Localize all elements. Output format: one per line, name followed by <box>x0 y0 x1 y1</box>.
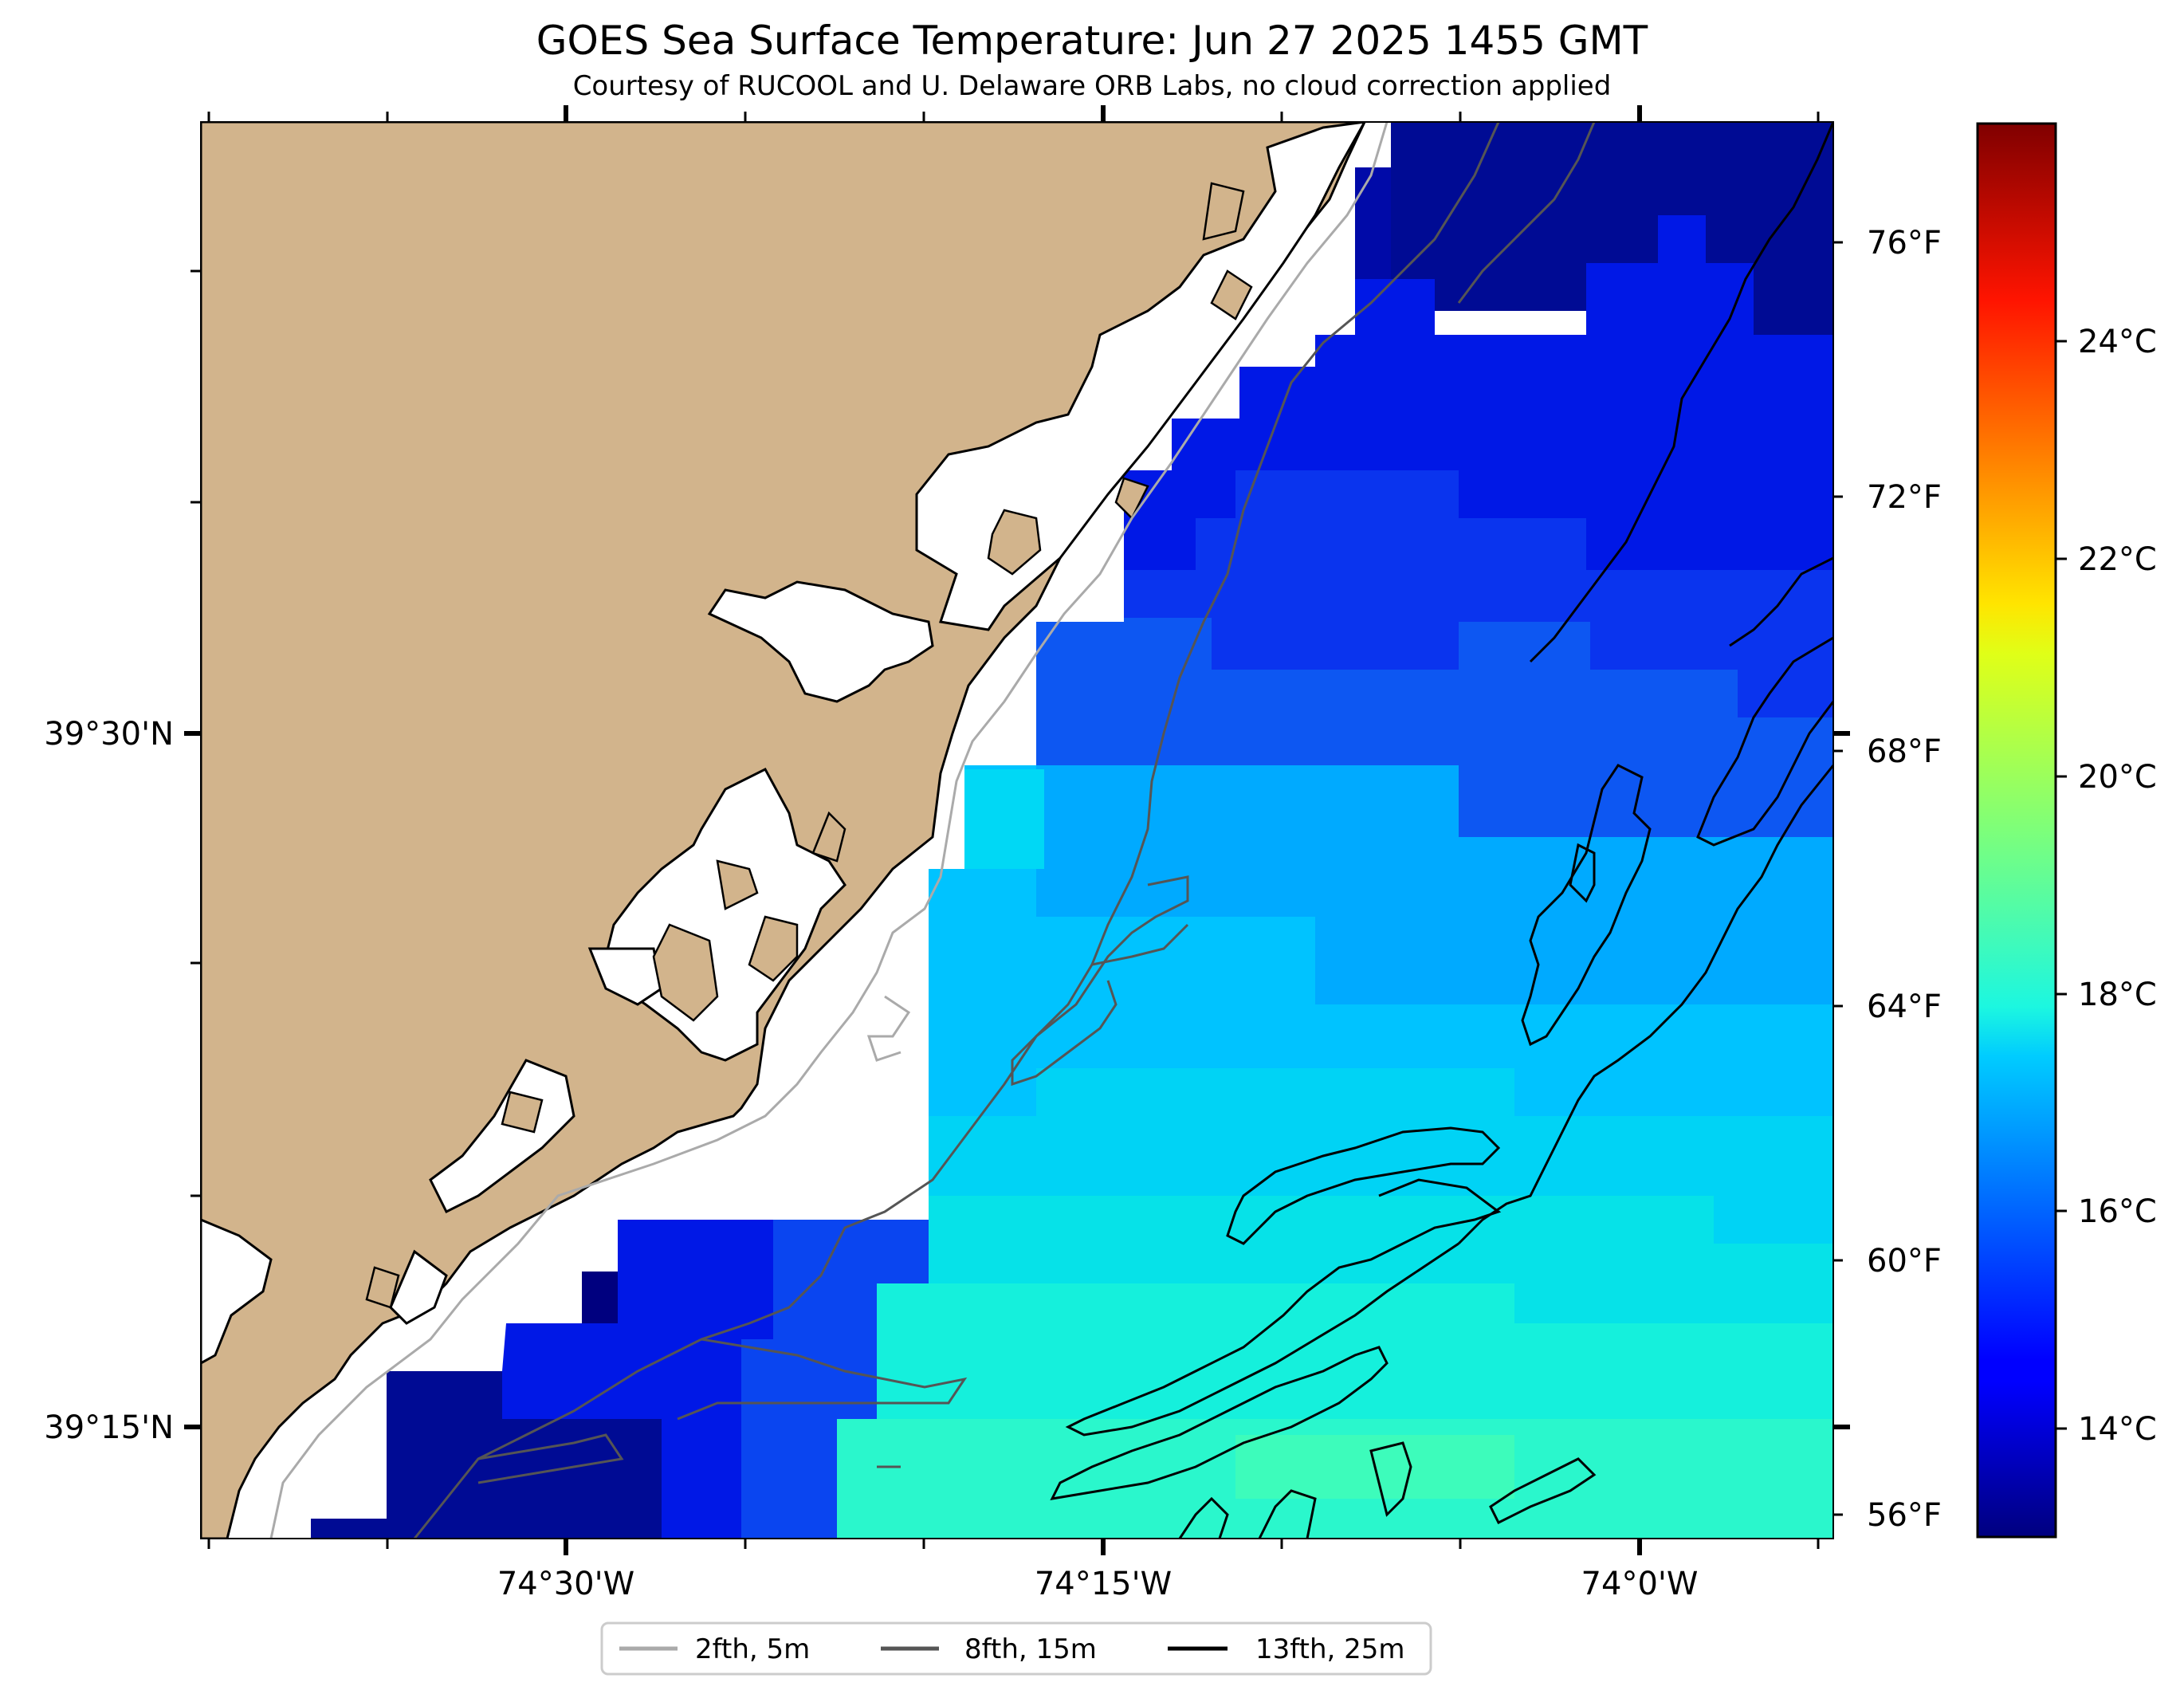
marsh-islands <box>365 182 1253 1309</box>
legend-label-8fth: 8fth, 15m <box>964 1633 1097 1665</box>
fahrenheit-tick-64: 64°F <box>1867 989 1942 1025</box>
isobath-13fth <box>1050 122 1833 1539</box>
legend-box <box>600 1621 1432 1676</box>
legend: 2fth, 5m 8fth, 15m 13fth, 25m <box>600 1621 1432 1676</box>
lon-ticks <box>207 105 1820 1555</box>
map-subtitle: Courtesy of RUCOOL and U. Delaware ORB L… <box>572 70 1612 102</box>
sst-cells <box>929 1068 1833 1244</box>
sst-cells <box>741 1220 929 1539</box>
fahrenheit-axis <box>1833 241 1843 1516</box>
fahrenheit-tick-56: 56°F <box>1867 1497 1942 1534</box>
sst-cells <box>964 769 1044 869</box>
map-frame <box>200 121 1834 1539</box>
sst-cells <box>929 765 1833 1116</box>
fahrenheit-tick-60: 60°F <box>1867 1243 1942 1279</box>
legend-label-13fth: 13fth, 25m <box>1255 1633 1405 1665</box>
sst-cells <box>877 1283 1833 1419</box>
lat-ticks <box>184 269 1850 1429</box>
celsius-tick-22: 22°C <box>2078 541 2157 578</box>
sst-cells <box>502 1220 773 1539</box>
sst-cells <box>1355 167 1391 279</box>
fahrenheit-tick-72: 72°F <box>1867 479 1942 516</box>
celsius-tick-14: 14°C <box>2078 1411 2157 1448</box>
sst-cells <box>1124 470 1833 717</box>
sst-cells <box>582 1272 618 1323</box>
sst-cells <box>1036 618 1833 837</box>
lon-label-74-15: 74°15'W <box>1035 1566 1172 1602</box>
celsius-tick-16: 16°C <box>2078 1193 2157 1230</box>
legend-label-2fth: 2fth, 5m <box>695 1633 810 1665</box>
map-title: GOES Sea Surface Temperature: Jun 27 202… <box>536 18 1648 64</box>
lon-label-74-0: 74°0'W <box>1581 1566 1699 1602</box>
celsius-tick-18: 18°C <box>2078 977 2157 1013</box>
fahrenheit-tick-68: 68°F <box>1867 733 1942 770</box>
lat-label-39-15: 39°15'N <box>44 1409 174 1446</box>
celsius-tick-marks <box>2056 340 2067 1430</box>
lon-label-74-30: 74°30'W <box>497 1566 634 1602</box>
isobath-8fth <box>413 122 1596 1539</box>
colorbar: 14°C 16°C 18°C 20°C 22°C 24°C <box>1976 122 2157 1539</box>
map-panel <box>201 122 1833 1539</box>
fahrenheit-tick-76: 76°F <box>1867 225 1942 261</box>
sst-cells <box>929 1196 1833 1323</box>
celsius-tick-24: 24°C <box>2078 324 2157 360</box>
isobath-2fth <box>269 122 1389 1539</box>
colorbar-gradient <box>1976 122 2057 1539</box>
sst-cells <box>1036 765 1833 1004</box>
celsius-tick-20: 20°C <box>2078 759 2157 796</box>
lat-label-39-30: 39°30'N <box>44 716 174 753</box>
